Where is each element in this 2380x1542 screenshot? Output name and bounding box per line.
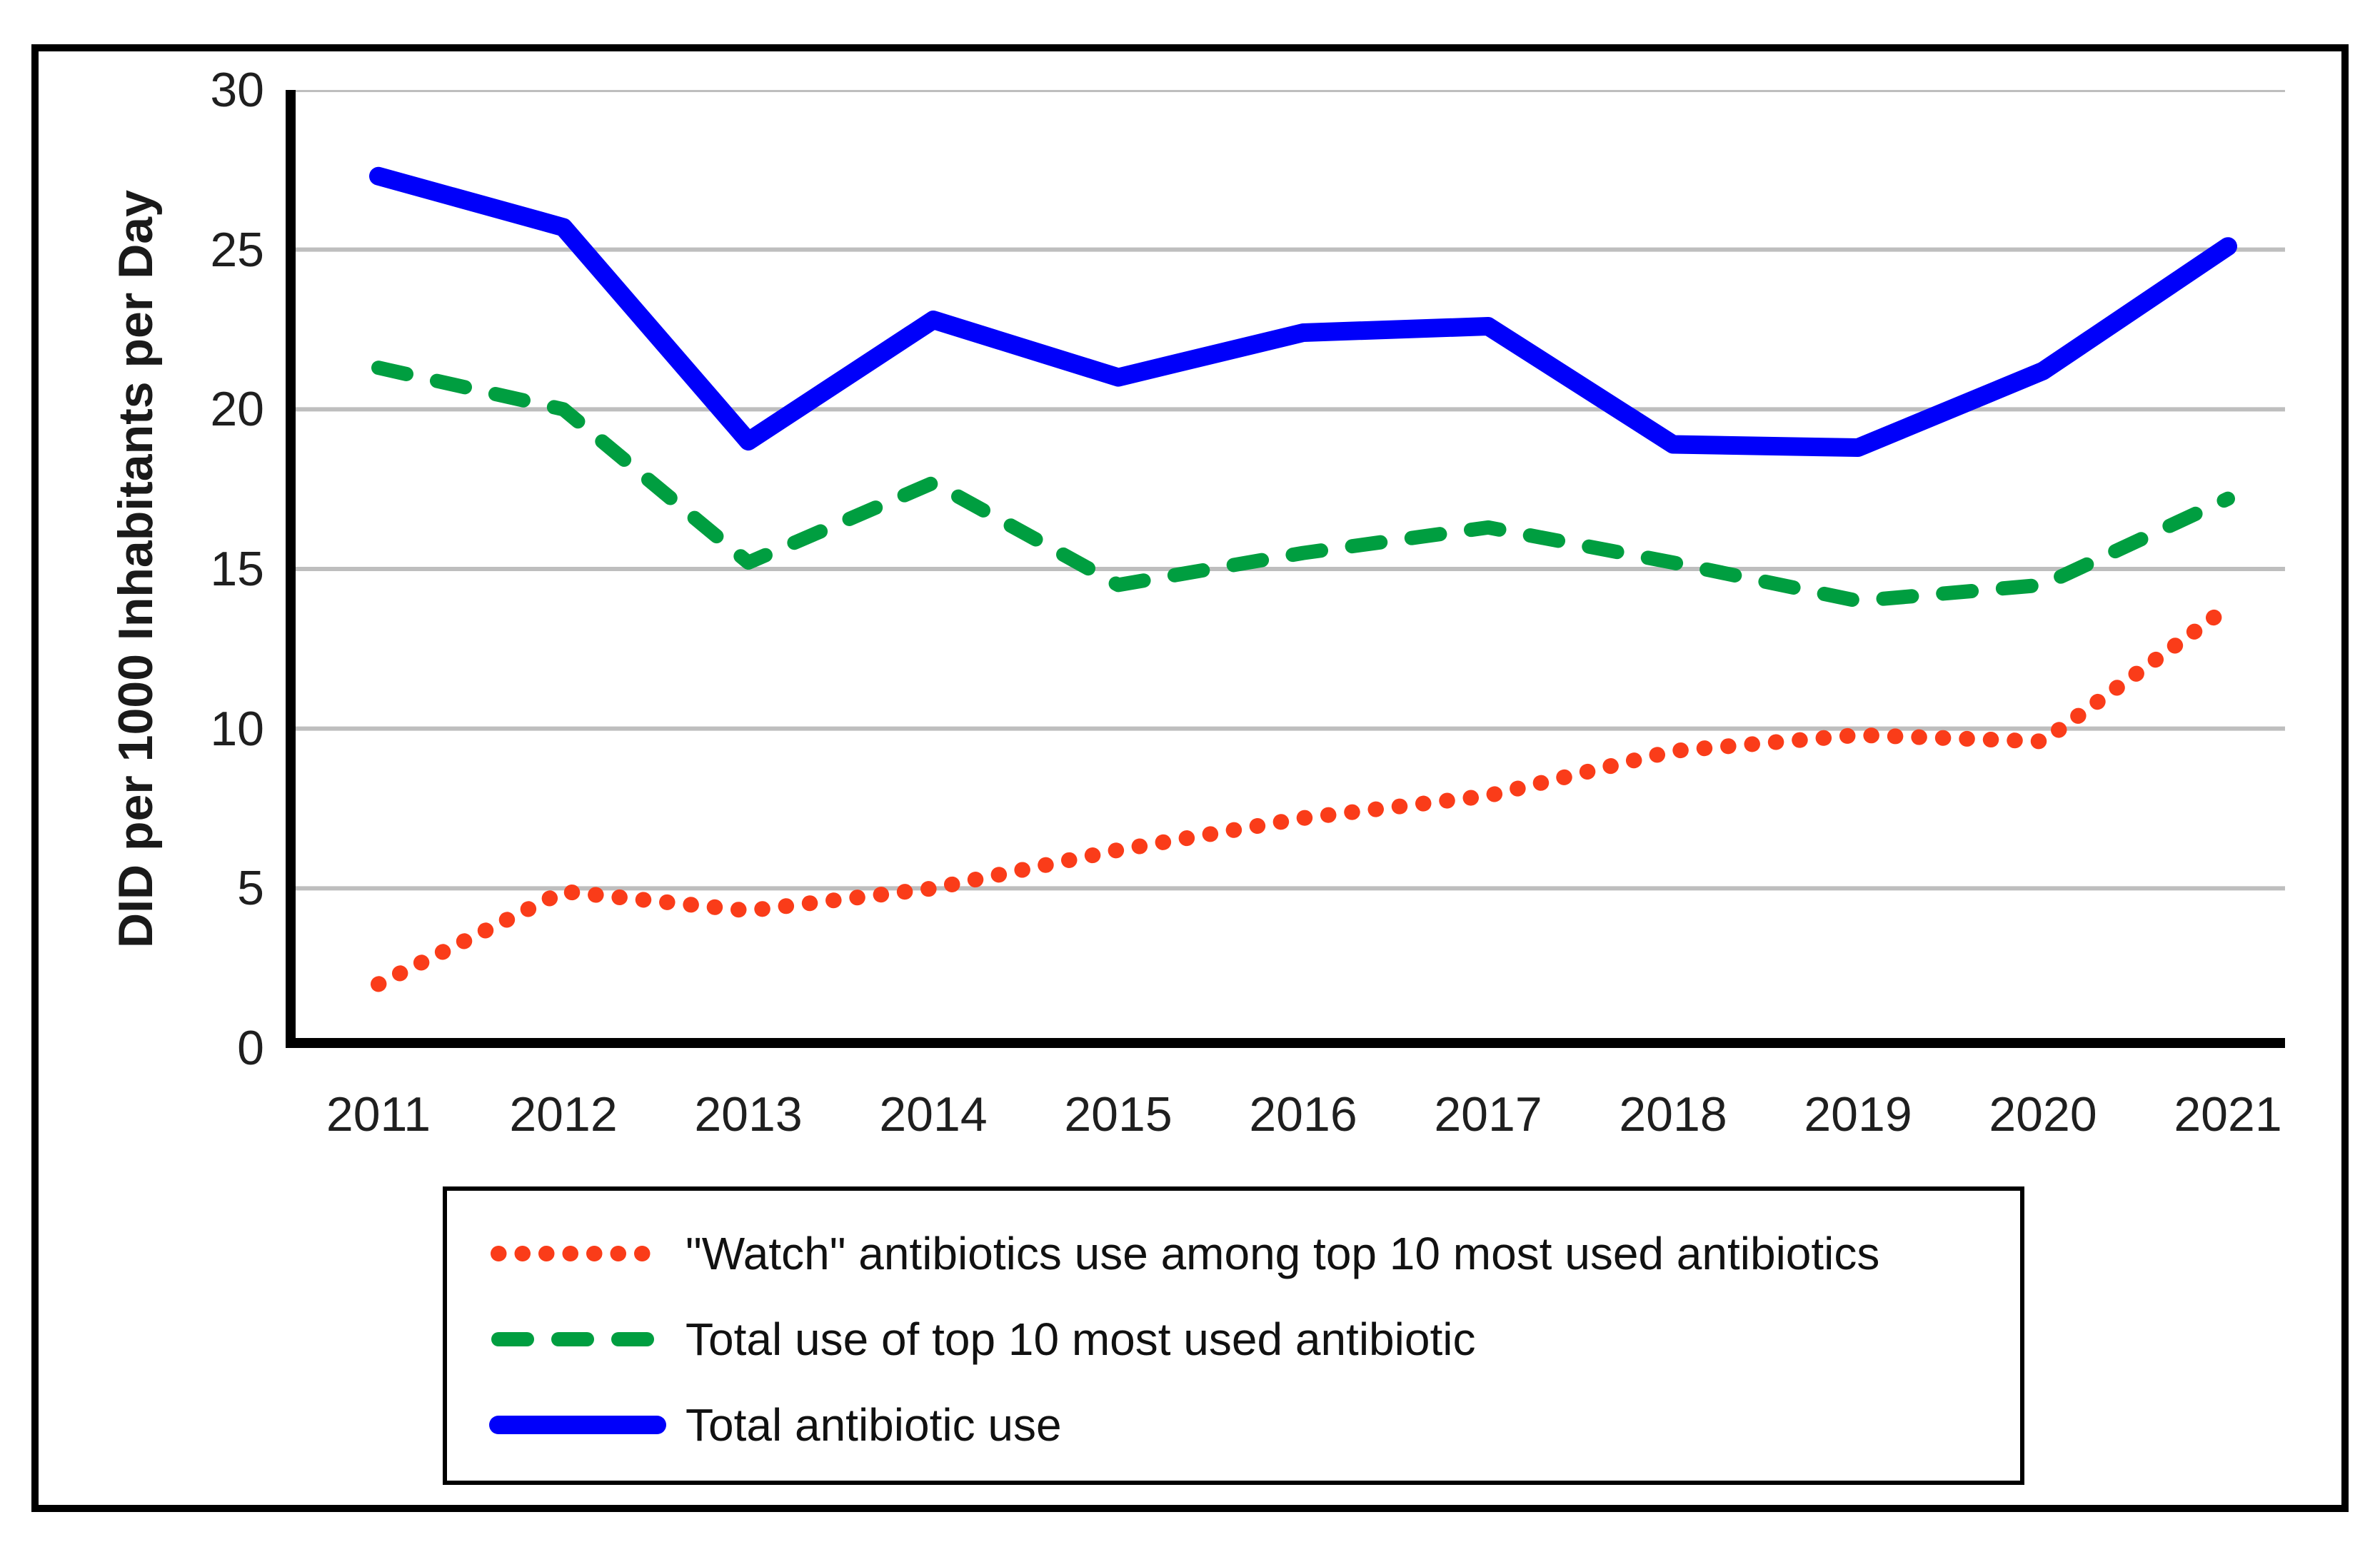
- y-tick-label-10: 10: [210, 701, 264, 756]
- legend-label: Total use of top 10 most used antibiotic: [686, 1314, 1476, 1365]
- series-line-dashed: [371, 361, 2235, 608]
- x-tick-label-2011: 2011: [326, 1087, 431, 1142]
- x-tick-label-2020: 2020: [1989, 1087, 2097, 1142]
- legend-label: Total antibiotic use: [686, 1399, 1062, 1451]
- x-tick-label-2019: 2019: [1804, 1087, 1912, 1142]
- series-line-dotted: [371, 599, 2236, 992]
- legend-label: "Watch" antibiotics use among top 10 mos…: [686, 1228, 1880, 1279]
- legend-row: Total antibiotic use: [488, 1382, 2020, 1468]
- y-tick-label-25: 25: [210, 222, 264, 277]
- legend: "Watch" antibiotics use among top 10 mos…: [443, 1186, 2024, 1485]
- plot-area: [286, 90, 2285, 1048]
- x-tick-label-2015: 2015: [1064, 1087, 1173, 1142]
- series-line-solid: [369, 166, 2237, 458]
- y-tick-label-20: 20: [210, 382, 264, 437]
- x-tick-label-2013: 2013: [694, 1087, 803, 1142]
- x-tick-label-2021: 2021: [2174, 1087, 2282, 1142]
- y-tick-label-5: 5: [237, 861, 264, 916]
- x-tick-label-2017: 2017: [1434, 1087, 1542, 1142]
- legend-rows: "Watch" antibiotics use among top 10 mos…: [488, 1211, 2020, 1468]
- y-tick-label-15: 15: [210, 542, 264, 596]
- y-tick-label-30: 30: [210, 63, 264, 117]
- legend-line-sample-dotted-icon: [491, 1246, 665, 1261]
- x-tick-label-2014: 2014: [879, 1087, 988, 1142]
- x-tick-label-2012: 2012: [509, 1087, 618, 1142]
- y-tick-label-0: 0: [237, 1021, 264, 1075]
- legend-row: "Watch" antibiotics use among top 10 mos…: [488, 1211, 2020, 1296]
- legend-line-sample-dashed-icon: [491, 1332, 664, 1346]
- legend-row: Total use of top 10 most used antibiotic: [488, 1296, 2020, 1382]
- x-tick-label-2018: 2018: [1619, 1087, 1727, 1142]
- x-tick-label-2016: 2016: [1249, 1087, 1357, 1142]
- legend-line-sample-solid-icon: [489, 1416, 666, 1434]
